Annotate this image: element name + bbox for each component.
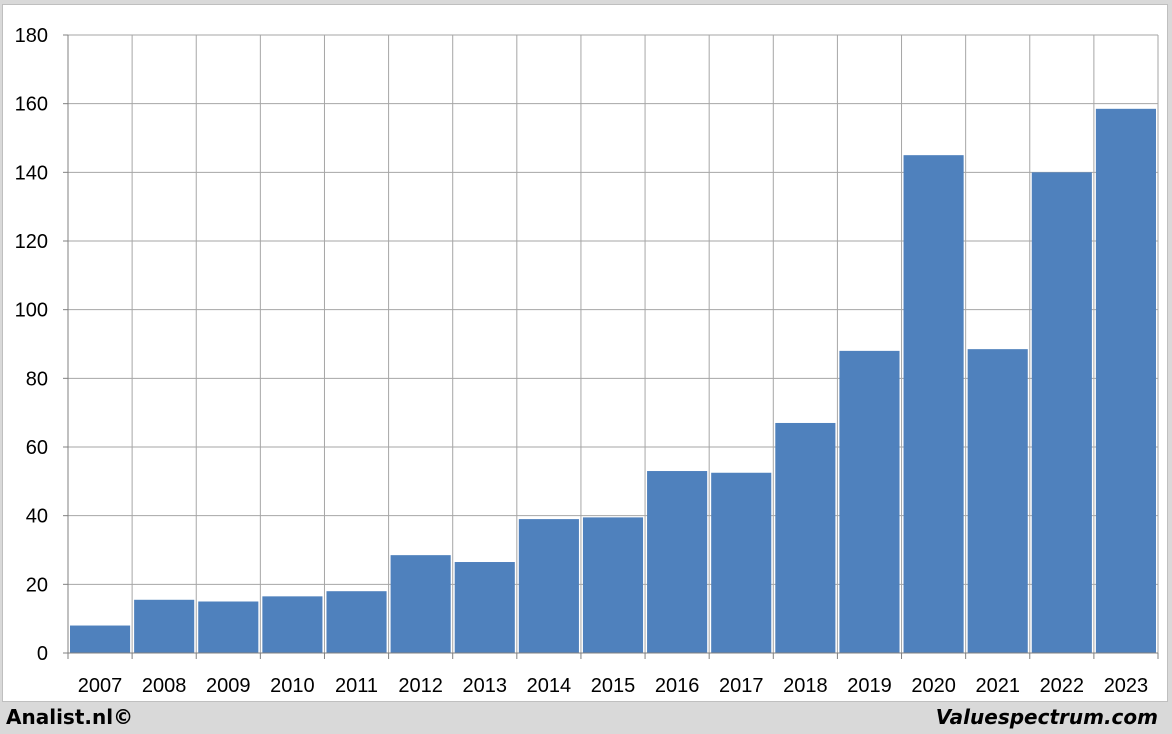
bar-2018 — [775, 422, 836, 653]
x-tick-label: 2010 — [270, 675, 315, 697]
x-tick-label: 2023 — [1104, 675, 1149, 697]
tick-labels: 0 20 40 60 80 100 120 140 160 180 2007 2008 2009 2010… — [15, 25, 1149, 697]
y-tick-label: 100 — [15, 300, 48, 322]
bar-2015 — [582, 517, 644, 653]
x-tick-label: 2013 — [463, 675, 508, 697]
x-tick-label: 2009 — [206, 675, 251, 697]
bar-2014 — [518, 519, 579, 653]
bar-2013 — [454, 562, 515, 653]
y-tick-label: 40 — [26, 506, 48, 528]
x-tick-label: 2016 — [655, 675, 700, 697]
bar-chart: 0 20 40 60 80 100 120 140 160 180 2007 2008 2009 2010… — [15, 25, 1159, 697]
bar-2022 — [1031, 172, 1092, 654]
x-tick-label: 2008 — [142, 675, 187, 697]
bar-2019 — [839, 350, 900, 653]
x-tick-label: 2007 — [78, 675, 123, 697]
x-tick-label: 2018 — [783, 675, 828, 697]
x-tick-label: 2019 — [847, 675, 892, 697]
bar-2020 — [903, 155, 964, 653]
bar-2023 — [1095, 108, 1156, 654]
x-tick-label: 2014 — [527, 675, 572, 697]
y-tick-label: 180 — [15, 25, 48, 47]
bar-2021 — [967, 349, 1028, 653]
y-tick-label: 0 — [37, 643, 48, 665]
bar-2010 — [262, 596, 323, 653]
y-tick-label: 80 — [26, 368, 48, 390]
y-tick-label: 140 — [15, 162, 48, 184]
x-tick-label: 2020 — [911, 675, 956, 697]
grid-lines — [68, 34, 1159, 653]
x-tick-label: 2017 — [719, 675, 764, 697]
x-tick-label: 2022 — [1040, 675, 1085, 697]
x-tick-label: 2015 — [591, 675, 636, 697]
bar-2016 — [647, 471, 708, 653]
x-tick-label: 2021 — [975, 675, 1020, 697]
bar-2009 — [198, 601, 259, 653]
y-tick-label: 120 — [15, 231, 48, 253]
bar-2008 — [134, 599, 195, 653]
bar-2012 — [390, 555, 451, 653]
footer-left-label: Analist.nl© — [6, 705, 134, 729]
bar-2017 — [711, 472, 772, 653]
axes — [63, 34, 1159, 659]
y-tick-label: 20 — [26, 574, 48, 596]
x-tick-label: 2011 — [335, 675, 378, 697]
footer-right-label: Valuespectrum.com — [935, 705, 1158, 729]
y-tick-label: 160 — [15, 94, 48, 116]
x-tick-label: 2012 — [398, 675, 443, 697]
bar-2011 — [326, 591, 387, 653]
chart-frame: 0 20 40 60 80 100 120 140 160 180 2007 2008 2009 2010… — [2, 4, 1168, 702]
bars — [70, 108, 1156, 654]
bar-2007 — [70, 625, 131, 653]
y-tick-label: 60 — [26, 437, 48, 459]
